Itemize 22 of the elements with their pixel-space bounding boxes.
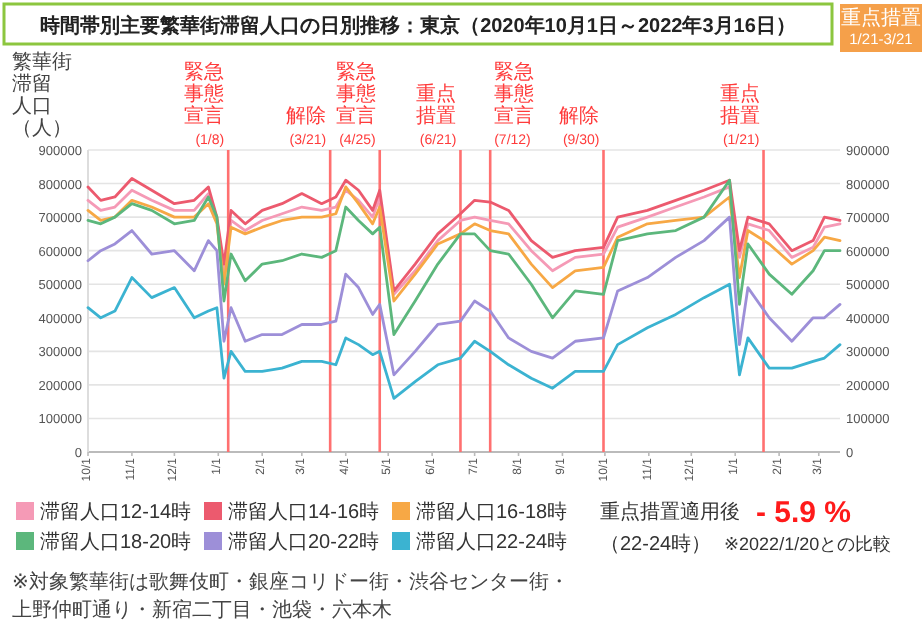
line-series [86, 178, 842, 336]
legend-label: 滞留人口14-16時 [228, 500, 380, 524]
legend-label: 滞留人口18-20時 [40, 530, 192, 554]
legend-item: 滞留人口16-18時 [392, 502, 568, 524]
line-series [86, 276, 842, 400]
legend-item: 滞留人口18-20時 [16, 532, 192, 554]
legend-label: 滞留人口16-18時 [416, 500, 568, 524]
legend-item: 滞留人口20-22時 [204, 532, 380, 554]
line-series [86, 215, 842, 377]
legend-item: 滞留人口12-14時 [16, 502, 192, 524]
text: - 5.9 % [756, 496, 852, 530]
legend-item: 滞留人口22-24時 [392, 532, 568, 554]
legend-item: 滞留人口14-16時 [204, 502, 380, 524]
legend-label: 滞留人口12-14時 [40, 500, 192, 524]
text: 重点措置適用後 [600, 500, 740, 524]
chart-title: 時間帯別主要繁華街滞留人口の日別推移：東京（2020年10月1日～2022年3月16日） [40, 14, 796, 38]
text: ※2022/1/20との比較 [724, 534, 892, 554]
legend-label: 滞留人口20-22時 [228, 530, 380, 554]
legend-label: 滞留人口22-24時 [416, 530, 568, 554]
footnote: ※対象繁華街は歌舞伎町・銀座コリドー街・渋谷センター街・上野仲町通り・新宿二丁目・池袋・六本木 [12, 572, 569, 622]
text: （22-24時） [600, 532, 712, 556]
y-axis-title: 繁華街滞留人口（人） [12, 50, 72, 140]
